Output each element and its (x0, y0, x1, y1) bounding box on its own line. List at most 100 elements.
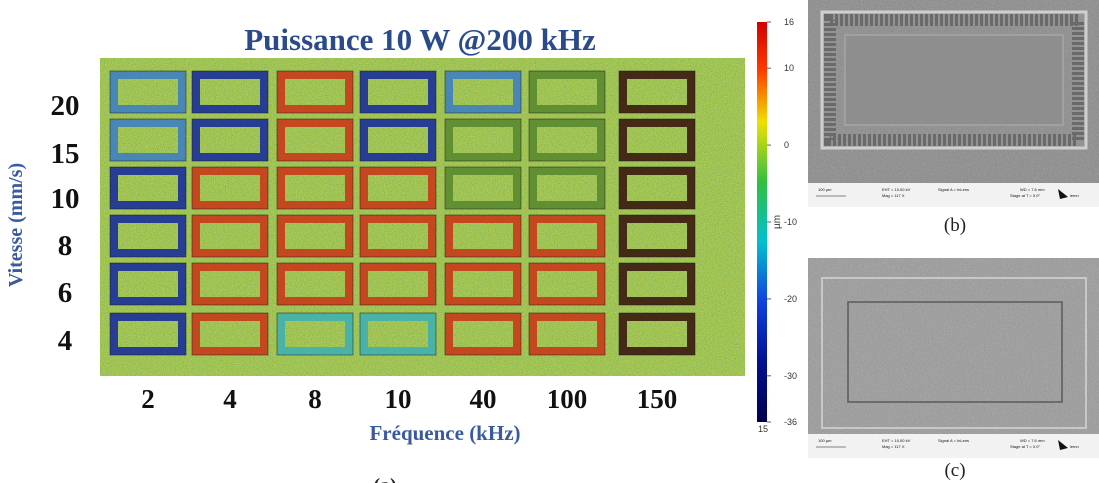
laser-mark (445, 167, 521, 209)
mark-edge (191, 166, 269, 210)
laser-mark (277, 167, 353, 209)
mark-edge (191, 70, 269, 114)
mark-edge (359, 214, 437, 258)
trench-inner (847, 301, 1063, 403)
stage: Stage at T = 0.0° (1010, 444, 1040, 449)
laser-mark (529, 119, 605, 161)
row-label: 6 (58, 277, 73, 309)
mark-edge (528, 262, 606, 306)
laser-mark (445, 119, 521, 161)
mag: Mag = 117 X (882, 444, 905, 449)
mark-edge (109, 166, 187, 210)
mark-edge (618, 70, 696, 114)
colorbar-tick-label: 10 (784, 63, 794, 73)
laser-mark (360, 263, 436, 305)
mark-edge (109, 262, 187, 306)
mark-edge (109, 70, 187, 114)
mark-edge (276, 312, 354, 356)
colorbar-tick-label: -36 (784, 417, 797, 427)
mark-edge (191, 262, 269, 306)
laser-mark (277, 119, 353, 161)
trench-outer (820, 10, 1088, 150)
mark-edge (109, 312, 187, 356)
laser-mark (360, 167, 436, 209)
eht: EHT = 10.00 kV (882, 187, 911, 192)
row-label: 20 (51, 90, 80, 122)
x-axis-label: Fréquence (kHz) (369, 421, 520, 445)
mark-edge (618, 262, 696, 306)
signal: Signal A = InLens (938, 187, 969, 192)
mark-edge (444, 262, 522, 306)
info-bar (808, 183, 1099, 207)
laser-mark (277, 71, 353, 113)
column-label: 2 (141, 384, 155, 414)
scale-bar-label: 100 µm (818, 187, 832, 192)
mark-edge (191, 214, 269, 258)
laser-mark (360, 119, 436, 161)
wd: WD = 7.6 mm (1020, 438, 1045, 443)
caption: (c) (944, 460, 965, 481)
mark-edge (276, 118, 354, 162)
mark-edge (276, 166, 354, 210)
trench-outer (821, 277, 1087, 429)
laser-mark (360, 71, 436, 113)
mark-edge (528, 166, 606, 210)
caption: (a) (373, 475, 396, 483)
mark-edge (191, 312, 269, 356)
colorbar-ticks: 16 10 0 -10 -20 -30 -36 (767, 17, 797, 427)
mark-edge (618, 312, 696, 356)
signal: Signal A = InLens (938, 438, 969, 443)
mark-edge (359, 166, 437, 210)
laser-mark (110, 119, 186, 161)
laser-mark (619, 119, 695, 161)
trench-inner (844, 34, 1064, 126)
laser-mark (529, 71, 605, 113)
mark-edge (359, 312, 437, 356)
info-bar (808, 434, 1099, 458)
laser-marks (109, 70, 696, 356)
row-label: 4 (58, 325, 73, 357)
column-label: 150 (637, 384, 678, 414)
mark-edge (359, 262, 437, 306)
column-label: 4 (223, 384, 237, 414)
mag: Mag = 117 X (882, 193, 905, 198)
stage: Stage at T = 0.0° (1010, 193, 1040, 198)
mark-edge (618, 166, 696, 210)
laser-mark (529, 313, 605, 355)
mark-edge (109, 118, 187, 162)
laser-mark (192, 71, 268, 113)
laser-mark (529, 263, 605, 305)
column-label: 100 (547, 384, 588, 414)
row-label: 8 (58, 230, 73, 262)
laser-mark (445, 313, 521, 355)
logo-mark (1058, 440, 1068, 450)
mark-edge (359, 118, 437, 162)
laser-mark (277, 313, 353, 355)
laser-mark (445, 215, 521, 257)
laser-mark (110, 71, 186, 113)
laser-mark (445, 71, 521, 113)
row-label: 15 (51, 138, 80, 170)
laser-mark (277, 263, 353, 305)
mark-edge (444, 214, 522, 258)
laser-mark (619, 215, 695, 257)
laser-mark (110, 167, 186, 209)
laser-mark (619, 313, 695, 355)
laser-mark (529, 215, 605, 257)
laser-mark (360, 313, 436, 355)
colorbar-tick-label: -30 (784, 371, 797, 381)
trench-ripples (824, 14, 1084, 146)
colorbar-footer: 15 (758, 424, 768, 434)
logo: lemn (1070, 444, 1079, 449)
laser-mark (192, 215, 268, 257)
mark-edge (528, 118, 606, 162)
mark-edge (528, 312, 606, 356)
mark-edge (276, 214, 354, 258)
laser-mark (619, 71, 695, 113)
y-axis-label: Vitesse (mm/s) (5, 163, 27, 287)
mark-edge (444, 70, 522, 114)
logo: lemn (1070, 193, 1079, 198)
wd: WD = 7.6 mm (1020, 187, 1045, 192)
